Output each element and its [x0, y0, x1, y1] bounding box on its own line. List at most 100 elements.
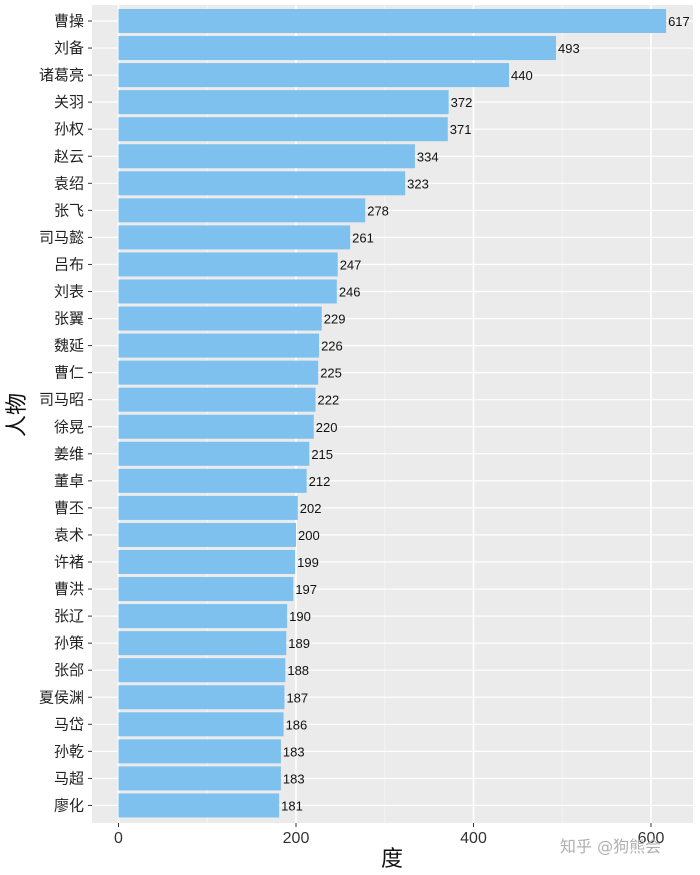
bar [118, 712, 284, 737]
bar [118, 9, 667, 33]
bar [118, 468, 307, 493]
y-axis-title: 人物 [5, 393, 30, 437]
value-label: 440 [511, 68, 533, 83]
value-label: 220 [316, 420, 338, 435]
bar [118, 387, 316, 412]
value-label: 225 [320, 366, 342, 381]
category-label: 曹洪 [54, 580, 84, 598]
category-label: 袁术 [54, 526, 84, 544]
value-label: 181 [281, 798, 303, 813]
category-label: 张辽 [54, 607, 84, 625]
bar [118, 739, 281, 764]
x-tick-label: 0 [114, 830, 123, 847]
bar [118, 577, 294, 602]
bar [118, 198, 366, 223]
bar [118, 604, 288, 629]
bar [118, 360, 319, 385]
value-label: 229 [324, 312, 346, 327]
category-label: 司马昭 [39, 391, 84, 409]
bar [118, 495, 298, 520]
category-label: 孙权 [54, 120, 84, 138]
bar [118, 793, 280, 818]
value-label: 261 [352, 230, 374, 245]
value-label: 200 [298, 528, 320, 543]
category-label: 赵云 [54, 147, 84, 165]
bar [118, 171, 406, 196]
category-label: 张翼 [54, 310, 84, 328]
bar [118, 685, 285, 710]
category-label: 马超 [54, 769, 84, 787]
category-label: 吕布 [54, 255, 84, 273]
category-labels: 曹操刘备诸葛亮关羽孙权赵云袁绍张飞司马懿吕布刘表张翼魏延曹仁司马昭徐晃姜维董卓曹… [39, 12, 92, 814]
bar [118, 225, 351, 250]
category-label: 董卓 [54, 472, 84, 490]
value-label: 183 [283, 771, 305, 786]
bar [118, 90, 449, 115]
value-label: 190 [289, 609, 311, 624]
category-label: 曹丕 [54, 499, 84, 517]
category-label: 曹操 [54, 12, 84, 30]
x-tick-label: 200 [283, 830, 310, 847]
x-axis-ticks: 0 200 400 600 [114, 823, 664, 847]
category-label: 孙策 [54, 634, 84, 652]
bar [118, 63, 509, 88]
value-label: 199 [297, 555, 319, 570]
category-label: 许褚 [54, 553, 84, 571]
category-label: 夏侯渊 [39, 688, 84, 706]
value-label: 278 [367, 203, 389, 218]
value-label: 186 [286, 717, 308, 732]
value-label: 371 [450, 122, 472, 137]
value-label: 183 [283, 744, 305, 759]
bar [118, 252, 338, 277]
category-label: 徐晃 [54, 418, 84, 436]
value-label: 212 [309, 474, 331, 489]
value-label: 323 [407, 176, 429, 191]
category-label: 姜维 [54, 445, 84, 463]
category-label: 关羽 [54, 93, 84, 111]
value-label: 222 [318, 393, 340, 408]
value-label: 197 [295, 582, 317, 597]
value-label: 247 [340, 257, 362, 272]
bar [118, 658, 286, 683]
category-label: 刘备 [54, 39, 84, 57]
bar [118, 279, 337, 304]
value-label: 188 [287, 663, 309, 678]
category-label: 张郃 [54, 661, 84, 679]
bars [118, 9, 667, 818]
bar [118, 333, 320, 358]
value-label: 215 [311, 447, 333, 462]
value-label: 617 [668, 14, 690, 29]
bar [118, 766, 281, 791]
category-label: 曹仁 [54, 364, 84, 382]
x-tick-label: 600 [638, 830, 665, 847]
category-label: 司马懿 [39, 228, 84, 246]
bar [118, 144, 415, 169]
value-labels: 617 493 440 372 371 334 323 278 261 247 246 229 226 2… [281, 14, 690, 813]
bar [118, 631, 287, 656]
value-label: 493 [558, 41, 580, 56]
watermark: 知乎 @狗熊会 [560, 837, 661, 856]
bar [118, 306, 322, 331]
value-label: 372 [451, 95, 473, 110]
bar [118, 441, 310, 466]
value-label: 226 [321, 339, 343, 354]
category-label: 刘表 [54, 283, 84, 301]
x-axis-title: 度 [381, 847, 403, 872]
value-label: 189 [288, 636, 310, 651]
x-tick-label: 400 [460, 830, 487, 847]
category-label: 廖化 [54, 796, 84, 814]
category-label: 孙乾 [54, 742, 84, 760]
category-label: 张飞 [54, 201, 84, 219]
value-label: 246 [339, 285, 361, 300]
bar [118, 522, 296, 547]
category-label: 魏延 [54, 337, 84, 355]
category-label: 诸葛亮 [39, 66, 84, 84]
bar [118, 550, 296, 574]
value-label: 202 [300, 501, 322, 516]
bar [118, 414, 314, 439]
value-label: 334 [417, 149, 439, 164]
value-label: 187 [286, 690, 308, 705]
category-label: 马岱 [54, 715, 84, 733]
bar [118, 36, 557, 61]
